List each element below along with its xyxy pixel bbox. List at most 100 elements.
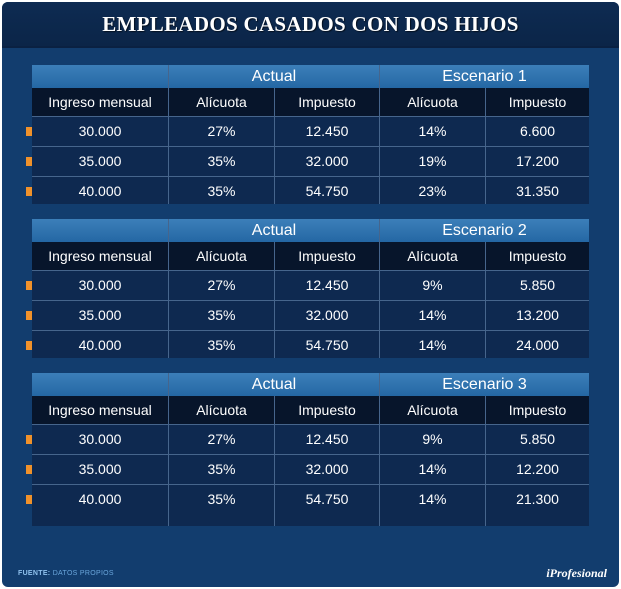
brand-logo: iProfesional <box>546 566 607 580</box>
column-divider <box>274 88 275 204</box>
group-header-blank <box>32 219 168 242</box>
table-cell: 30.000 <box>78 431 122 447</box>
table-panel-2: Actual Escenario 2 Ingreso mensual Alícuota… <box>32 219 589 358</box>
column-header: Alícuota <box>169 396 274 424</box>
table-cell: 9% <box>422 431 443 447</box>
table-cell: 12.450 <box>305 277 349 293</box>
table-cell: 17.200 <box>516 153 559 169</box>
table-cell: 5.850 <box>519 277 556 293</box>
row-bullet-icon <box>26 281 35 290</box>
row-bullet-icon <box>26 187 35 196</box>
table-cell: 35.000 <box>78 461 122 477</box>
group-header-scenario: Escenario 1 <box>380 65 589 88</box>
table-cell: 35% <box>207 307 236 323</box>
column-header: Impuesto <box>486 88 589 116</box>
table-cell: 54.750 <box>305 183 349 199</box>
group-header-actual: Actual <box>169 373 379 396</box>
table-cell: 54.750 <box>305 337 349 353</box>
table-cell: 32.000 <box>305 153 349 169</box>
row-bullet-icon <box>26 157 35 166</box>
table-row: 30.000 27% 12.450 9% 5.850 <box>32 424 589 454</box>
column-divider <box>274 396 275 526</box>
table-cell: 40.000 <box>78 337 122 353</box>
table-cell: 14% <box>418 461 447 477</box>
group-header-actual: Actual <box>169 65 379 88</box>
table-cell: 35% <box>207 461 236 477</box>
row-bullet-icon <box>26 127 35 136</box>
table-row: 35.000 35% 32.000 19% 17.200 <box>32 146 589 176</box>
table-cell: 12.450 <box>305 431 349 447</box>
group-header-actual: Actual <box>169 219 379 242</box>
table-cell: 14% <box>418 307 447 323</box>
table-cell: 35% <box>207 183 236 199</box>
column-divider <box>168 65 169 204</box>
source-text: DATOS PROPIOS <box>52 570 114 577</box>
table-cell: 30.000 <box>78 123 122 139</box>
table-panel-3: Actual Escenario 3 Ingreso mensual Alícuota… <box>32 373 589 526</box>
table-panel-1: Actual Escenario 1 Ingreso mensual Alícuota… <box>32 65 589 204</box>
column-header: Impuesto <box>486 396 589 424</box>
column-header: Alícuota <box>169 242 274 270</box>
table-cell: 19% <box>418 153 447 169</box>
table-cell: 12.200 <box>516 461 559 477</box>
row-bullet-icon <box>26 495 35 504</box>
table-cell: 21.300 <box>516 491 559 507</box>
table-cell: 14% <box>418 337 447 353</box>
column-divider <box>168 219 169 358</box>
row-bullet-icon <box>26 435 35 444</box>
table-cell: 35.000 <box>78 153 122 169</box>
table-cell: 35% <box>207 153 236 169</box>
table-cell: 54.750 <box>305 491 349 507</box>
page-title: EMPLEADOS CASADOS CON DOS HIJOS <box>102 12 519 36</box>
table-cell: 31.350 <box>516 183 559 199</box>
table-cell: 14% <box>418 123 447 139</box>
column-header: Alícuota <box>380 88 485 116</box>
table-cell: 40.000 <box>78 491 122 507</box>
column-header: Alícuota <box>380 396 485 424</box>
column-divider <box>379 219 380 358</box>
source-note: FUENTE: DATOS PROPIOS <box>18 570 114 577</box>
table-cell: 5.850 <box>519 431 556 447</box>
table-cell: 27% <box>207 277 236 293</box>
table-row: 40.000 35% 54.750 14% 24.000 <box>32 330 589 360</box>
table-cell: 35% <box>207 491 236 507</box>
table-cell: 32.000 <box>305 307 349 323</box>
table-cell: 32.000 <box>305 461 349 477</box>
table-row: 40.000 35% 54.750 23% 31.350 <box>32 176 589 206</box>
column-header: Ingreso mensual <box>32 88 168 116</box>
table-cell: 6.600 <box>519 123 556 139</box>
title-band: EMPLEADOS CASADOS CON DOS HIJOS <box>2 2 619 48</box>
row-bullet-icon <box>26 341 35 350</box>
group-header-blank <box>32 65 168 88</box>
table-cell: 14% <box>418 491 447 507</box>
column-divider <box>485 88 486 204</box>
column-header: Ingreso mensual <box>32 396 168 424</box>
column-divider <box>485 396 486 526</box>
row-bullet-icon <box>26 311 35 320</box>
table-cell: 9% <box>422 277 443 293</box>
table-row: 35.000 35% 32.000 14% 12.200 <box>32 454 589 484</box>
column-header: Impuesto <box>275 396 379 424</box>
table-cell: 23% <box>418 183 447 199</box>
table-row: 40.000 35% 54.750 14% 21.300 <box>32 484 589 514</box>
table-cell: 40.000 <box>78 183 122 199</box>
table-cell: 35% <box>207 337 236 353</box>
table-cell: 13.200 <box>516 307 559 323</box>
table-cell: 12.450 <box>305 123 349 139</box>
table-cell: 27% <box>207 431 236 447</box>
column-divider <box>168 373 169 526</box>
column-header: Ingreso mensual <box>32 242 168 270</box>
table-cell: 24.000 <box>516 337 559 353</box>
group-header-blank <box>32 373 168 396</box>
column-divider <box>485 242 486 358</box>
group-header-scenario: Escenario 2 <box>380 219 589 242</box>
column-header: Impuesto <box>486 242 589 270</box>
source-label: FUENTE: <box>18 570 51 577</box>
table-row: 30.000 27% 12.450 14% 6.600 <box>32 116 589 146</box>
column-divider <box>379 65 380 204</box>
column-header: Alícuota <box>169 88 274 116</box>
column-divider <box>379 373 380 526</box>
table-row: 35.000 35% 32.000 14% 13.200 <box>32 300 589 330</box>
column-header: Impuesto <box>275 242 379 270</box>
